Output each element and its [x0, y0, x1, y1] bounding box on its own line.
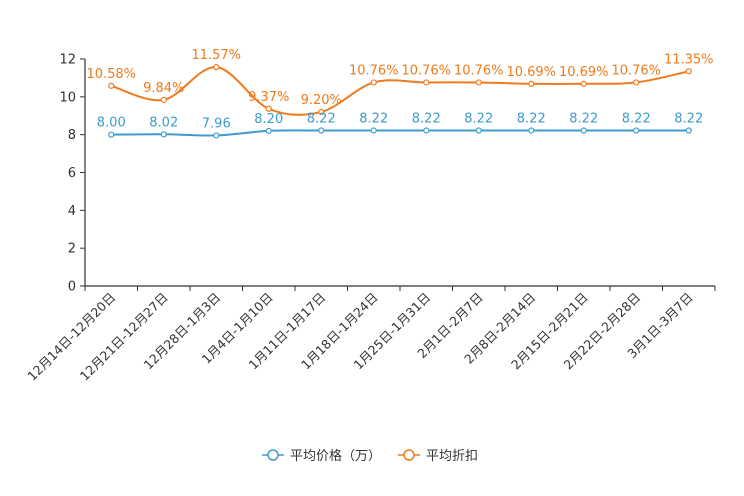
data-label: 10.58% [86, 67, 136, 82]
data-point[interactable] [318, 127, 325, 134]
x-tick-label: 12月21日-12月27日 [77, 290, 171, 384]
data-labels: 8.00 8.02 7.96 8.20 8.22 8.22 8.22 8.22 8.22 8.22… [86, 48, 713, 131]
data-point[interactable] [528, 80, 535, 87]
data-label: 10.69% [506, 65, 556, 80]
data-point[interactable] [633, 79, 640, 86]
legend-item-price[interactable]: 平均价格（万） [262, 448, 381, 464]
y-tick-label: 0 [68, 280, 76, 295]
data-point[interactable] [160, 131, 167, 138]
legend: 平均价格（万） 平均折扣 [262, 448, 478, 464]
axes: 02468101212月14日-12月20日12月21日-12月27日12月28… [24, 53, 716, 384]
data-label: 11.35% [664, 52, 714, 67]
data-point[interactable] [108, 131, 115, 138]
series-lines [108, 64, 692, 139]
data-point[interactable] [475, 127, 482, 134]
data-point[interactable] [633, 127, 640, 134]
data-label: 9.84% [143, 81, 184, 96]
data-label: 10.76% [401, 63, 451, 78]
data-point[interactable] [685, 68, 692, 75]
data-point[interactable] [423, 79, 430, 86]
y-tick-label: 8 [68, 128, 76, 143]
data-point[interactable] [108, 82, 115, 89]
data-point[interactable] [370, 127, 377, 134]
data-point[interactable] [580, 127, 587, 134]
data-label: 9.20% [301, 93, 342, 108]
data-point[interactable] [423, 127, 430, 134]
y-tick-label: 6 [68, 166, 76, 181]
x-tick-label: 12月14日-12月20日 [24, 290, 118, 384]
y-tick-label: 4 [68, 204, 76, 219]
data-label: 8.20 [254, 112, 283, 127]
y-tick-label: 10 [59, 90, 76, 105]
data-point[interactable] [580, 80, 587, 87]
data-point[interactable] [475, 79, 482, 86]
data-point[interactable] [318, 108, 325, 116]
data-point[interactable] [213, 132, 220, 139]
y-tick-label: 12 [59, 53, 76, 68]
y-tick-label: 2 [68, 242, 76, 257]
data-point[interactable] [213, 64, 220, 71]
data-label: 8.22 [569, 112, 598, 127]
data-label: 8.22 [359, 112, 388, 127]
legend-label-discount: 平均折扣 [426, 449, 478, 464]
data-label: 8.00 [97, 116, 126, 131]
data-point[interactable] [685, 127, 692, 134]
data-label: 8.22 [622, 112, 651, 127]
data-label: 10.76% [349, 63, 399, 78]
data-label: 8.22 [307, 112, 336, 127]
data-point[interactable] [265, 105, 272, 112]
data-label: 10.69% [559, 65, 609, 80]
data-label: 10.76% [611, 63, 661, 78]
legend-label-price: 平均价格（万） [290, 448, 381, 464]
data-label: 9.37% [248, 90, 289, 105]
data-point[interactable] [528, 127, 535, 134]
data-label: 11.57% [191, 48, 241, 63]
data-label: 8.22 [412, 112, 441, 127]
data-label: 7.96 [202, 116, 231, 131]
data-label: 8.22 [464, 112, 493, 127]
legend-item-discount[interactable]: 平均折扣 [398, 449, 478, 464]
data-point[interactable] [160, 96, 167, 103]
data-label: 8.02 [149, 115, 178, 130]
data-point[interactable] [370, 79, 377, 86]
data-label: 8.22 [517, 112, 546, 127]
series-line-0 [111, 129, 689, 137]
data-label: 10.76% [454, 63, 504, 78]
data-label: 8.22 [674, 112, 703, 127]
data-point[interactable] [265, 127, 272, 134]
